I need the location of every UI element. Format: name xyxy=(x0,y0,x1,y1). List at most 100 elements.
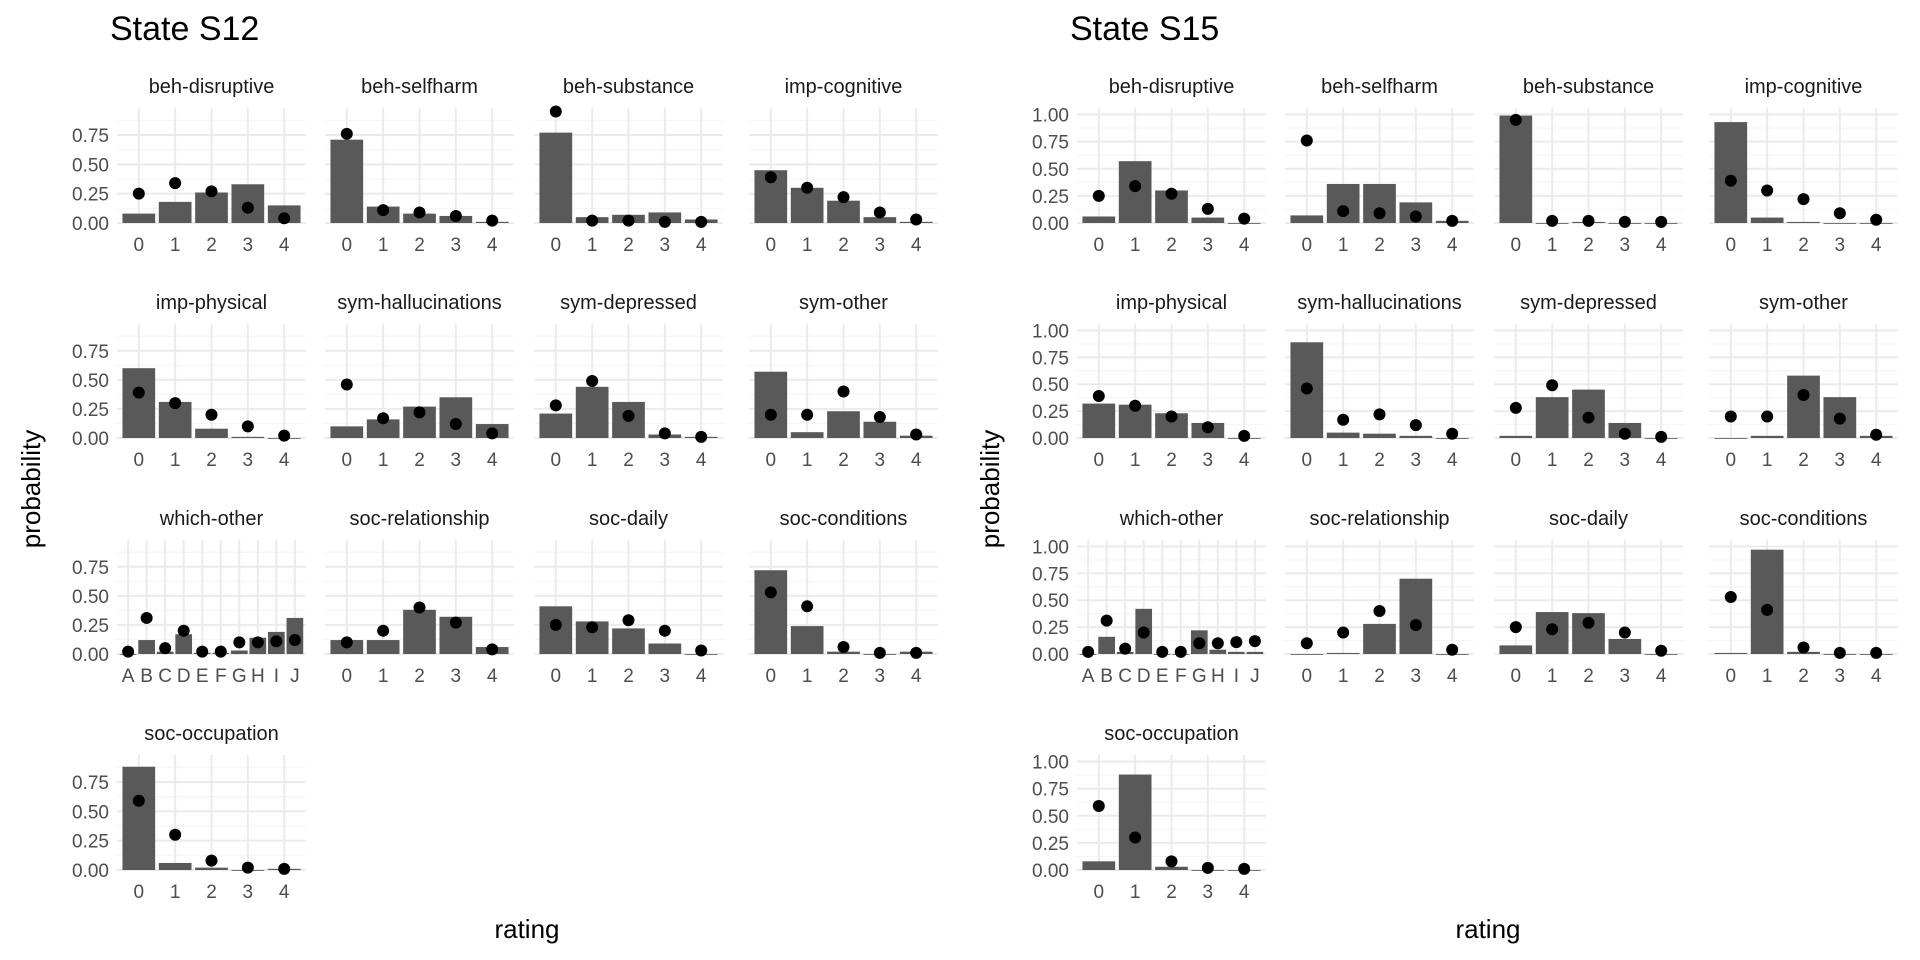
data-point xyxy=(169,177,182,190)
data-point xyxy=(270,635,283,648)
y-axis-label: probability xyxy=(975,430,1005,549)
data-point xyxy=(586,375,599,387)
x-tick-label: J xyxy=(290,666,300,687)
facet-title: which-other xyxy=(1119,508,1224,530)
data-point xyxy=(241,861,254,874)
x-tick-label: 3 xyxy=(1620,666,1631,687)
data-point xyxy=(1300,637,1313,650)
data-point xyxy=(1137,626,1150,639)
bar xyxy=(195,428,228,438)
data-point xyxy=(622,614,635,627)
data-point xyxy=(764,586,777,599)
data-point xyxy=(132,386,145,399)
data-point xyxy=(1119,642,1132,655)
data-point xyxy=(1201,861,1214,874)
bar xyxy=(863,217,897,223)
x-tick-label: 3 xyxy=(1203,882,1214,903)
data-point xyxy=(1409,419,1422,432)
y-tick-label: 1.00 xyxy=(1032,106,1069,127)
data-point xyxy=(764,408,777,421)
y-tick-label: 0.75 xyxy=(1032,780,1069,801)
bar xyxy=(1326,432,1360,438)
x-tick-label: 3 xyxy=(875,666,886,687)
data-point xyxy=(695,215,708,228)
x-tick-label: 4 xyxy=(911,235,922,256)
x-tick-label: E xyxy=(196,666,209,687)
x-tick-label: 3 xyxy=(1835,235,1846,256)
y-tick-label: 0.00 xyxy=(72,214,109,235)
x-tick-label: 1 xyxy=(1130,450,1141,471)
x-tick-label: 0 xyxy=(134,882,145,903)
data-point xyxy=(1509,113,1522,126)
x-tick-label: 2 xyxy=(1583,666,1594,687)
x-tick-label: 0 xyxy=(134,450,145,471)
data-point xyxy=(1193,637,1206,650)
facet-title: beh-selfharm xyxy=(1321,76,1438,98)
bar xyxy=(195,192,228,223)
x-tick-label: 2 xyxy=(1166,450,1177,471)
data-point xyxy=(1724,410,1737,423)
x-tick-label: 1 xyxy=(1338,450,1349,471)
x-tick-label: 0 xyxy=(1726,235,1737,256)
data-point xyxy=(837,385,850,398)
x-tick-label: 3 xyxy=(660,450,671,471)
x-tick-label: C xyxy=(158,666,172,687)
x-tick-label: 4 xyxy=(911,450,922,471)
x-tick-label: 1 xyxy=(1762,666,1773,687)
data-point xyxy=(801,600,814,613)
bar xyxy=(1363,433,1396,438)
x-tick-label: 4 xyxy=(487,235,498,256)
data-point xyxy=(1201,202,1214,215)
bar xyxy=(122,368,156,438)
bar xyxy=(1714,438,1748,439)
bar xyxy=(575,386,609,438)
bar xyxy=(175,634,193,654)
y-tick-label: 1.00 xyxy=(1032,537,1069,558)
bar xyxy=(1209,649,1227,654)
data-point xyxy=(241,201,254,214)
x-tick-label: 1 xyxy=(587,235,598,256)
facet-title: beh-substance xyxy=(563,76,694,98)
data-point xyxy=(159,642,172,655)
data-point xyxy=(1100,614,1113,627)
x-tick-label: 0 xyxy=(1511,235,1522,256)
y-tick-label: 0.25 xyxy=(1032,402,1069,423)
data-point xyxy=(1373,408,1386,421)
x-tick-label: 1 xyxy=(587,450,598,471)
bar xyxy=(403,609,436,654)
data-point xyxy=(1248,635,1261,648)
data-point xyxy=(132,794,145,807)
x-tick-label: 2 xyxy=(623,235,634,256)
bar xyxy=(1787,375,1820,438)
y-tick-label: 0.25 xyxy=(72,832,109,853)
x-tick-label: 3 xyxy=(1411,450,1422,471)
y-tick-label: 0.00 xyxy=(1032,861,1069,882)
x-tick-label: I xyxy=(274,666,279,687)
x-tick-label: 4 xyxy=(487,450,498,471)
x-tick-label: 3 xyxy=(875,235,886,256)
data-point xyxy=(1337,205,1350,218)
x-tick-label: 4 xyxy=(1447,235,1458,256)
x-tick-label: 2 xyxy=(414,450,425,471)
data-point xyxy=(1337,626,1350,639)
bar xyxy=(1750,549,1784,654)
facet-title: soc-conditions xyxy=(780,508,908,530)
x-tick-label: 1 xyxy=(170,882,181,903)
x-tick-label: 3 xyxy=(451,450,462,471)
data-point xyxy=(1230,636,1243,649)
y-tick-label: 0.25 xyxy=(1032,187,1069,208)
x-tick-label: D xyxy=(1137,666,1151,687)
bar xyxy=(612,628,645,654)
data-point xyxy=(1582,411,1595,424)
data-point xyxy=(1546,379,1559,392)
data-point xyxy=(910,213,923,226)
data-point xyxy=(486,427,499,440)
y-tick-label: 0.50 xyxy=(1032,160,1069,181)
data-point xyxy=(1870,646,1883,659)
y-tick-label: 0.25 xyxy=(1032,834,1069,855)
data-point xyxy=(122,645,135,658)
x-tick-label: 2 xyxy=(1374,450,1385,471)
data-point xyxy=(1833,412,1846,425)
y-tick-label: 0.00 xyxy=(1032,429,1069,450)
x-tick-label: 3 xyxy=(451,235,462,256)
